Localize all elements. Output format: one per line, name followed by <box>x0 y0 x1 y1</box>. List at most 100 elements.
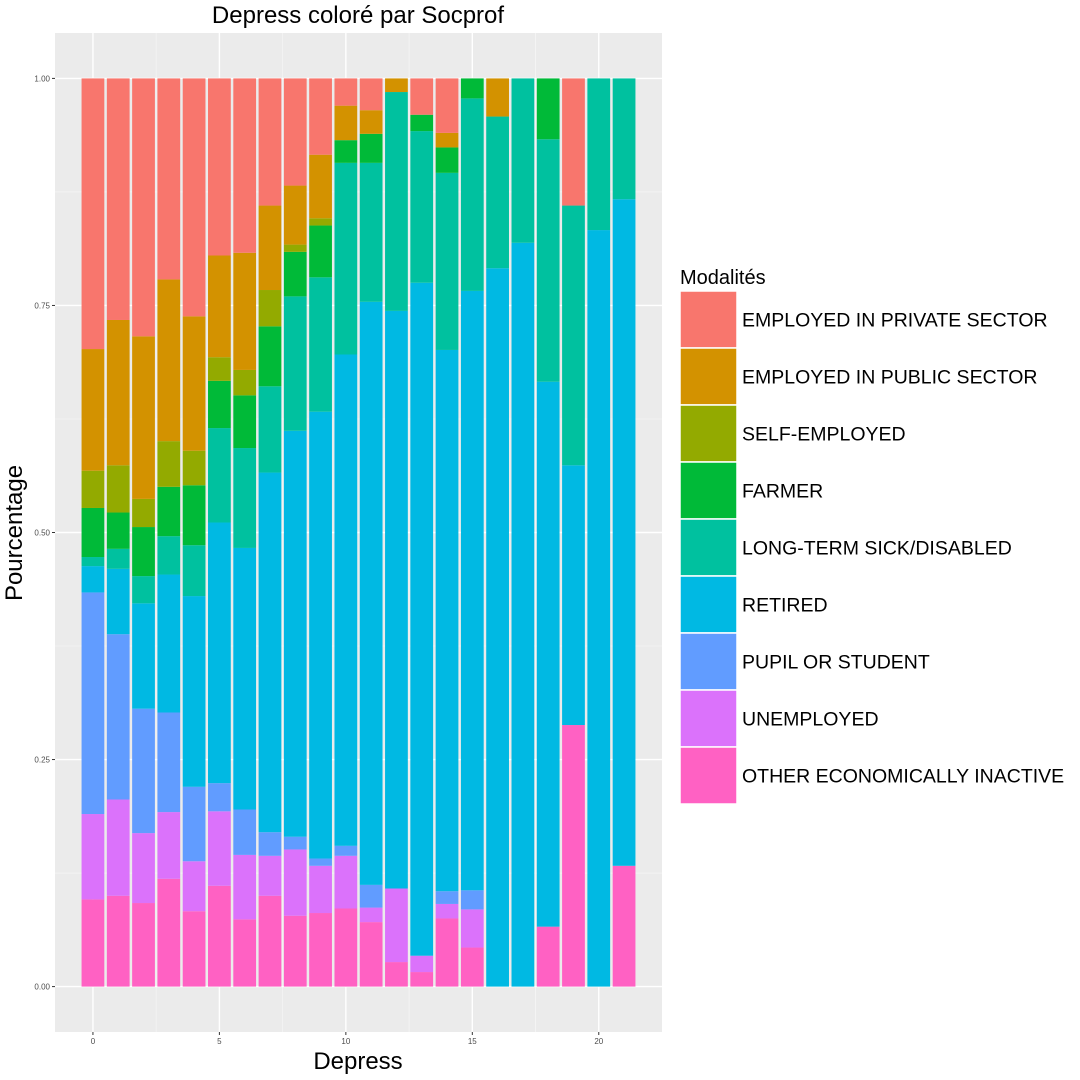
bar-segment <box>208 255 231 358</box>
x-tick-label: 0 <box>91 1037 96 1046</box>
bar-segment <box>309 78 332 155</box>
bar-segment <box>182 450 206 486</box>
bar-segment <box>233 369 257 396</box>
legend-key <box>679 461 738 520</box>
bar-segment <box>157 279 181 442</box>
bar-segment <box>233 919 257 987</box>
bar-segment <box>157 536 181 575</box>
bar-segment <box>334 140 358 163</box>
bar-segment <box>435 172 459 350</box>
bar-segment <box>460 909 484 948</box>
bar-segment <box>511 242 535 987</box>
bar-segment <box>182 786 206 862</box>
bar-segment <box>410 78 434 115</box>
y-tick-label: 0.50 <box>34 529 50 538</box>
bar-segment <box>106 319 130 466</box>
bar-segment <box>81 899 105 987</box>
x-tick-label: 10 <box>341 1037 350 1046</box>
bar-segment <box>106 548 130 569</box>
bar-segment <box>612 865 636 987</box>
bar-segment <box>359 922 383 987</box>
legend-label: PUPIL OR STUDENT <box>742 652 930 674</box>
bar-segment <box>157 574 181 713</box>
bar-segment <box>385 92 408 311</box>
bar-segment <box>132 603 155 709</box>
legend-label: RETIRED <box>742 595 828 617</box>
bar-segment <box>410 955 434 973</box>
bar-segment <box>81 557 105 567</box>
bar-segment <box>132 833 155 904</box>
bar-segment <box>182 485 206 546</box>
bar-segment <box>233 252 257 370</box>
legend-key <box>679 632 738 691</box>
bar-segment <box>334 78 358 106</box>
bar-segment <box>587 230 611 987</box>
legend-key <box>679 518 738 577</box>
bar-segment <box>612 78 636 200</box>
bar-segment <box>309 913 332 987</box>
bar-segment <box>309 858 332 866</box>
bar-segment <box>208 811 231 886</box>
bars <box>81 78 636 987</box>
bar-segment <box>132 527 155 577</box>
bar-segment <box>208 522 231 784</box>
x-tick-label: 5 <box>217 1037 222 1046</box>
bar-segment <box>309 218 332 226</box>
bar-segment <box>106 568 130 635</box>
bar-segment <box>283 915 307 987</box>
bar-segment <box>106 465 130 513</box>
bar-segment <box>562 725 585 987</box>
bar-segment <box>359 301 383 885</box>
bar-segment <box>106 895 130 987</box>
bar-segment <box>359 907 383 923</box>
bar-segment <box>81 814 105 900</box>
bar-segment <box>132 336 155 499</box>
bar-segment <box>233 395 257 449</box>
legend-key <box>679 689 738 748</box>
bar-segment <box>460 78 484 99</box>
bar-segment <box>81 78 105 350</box>
bar-segment <box>233 448 257 548</box>
legend-label: EMPLOYED IN PRIVATE SECTOR <box>742 310 1048 332</box>
bar-segment <box>435 78 459 133</box>
bar-segment <box>359 110 383 134</box>
bar-segment <box>258 205 282 291</box>
bar-segment <box>157 441 181 487</box>
bar-segment <box>283 836 307 850</box>
bar-segment <box>460 947 484 987</box>
bar-segment <box>309 411 332 859</box>
bar-segment <box>334 162 358 355</box>
bar-segment <box>410 114 434 132</box>
bar-segment <box>182 316 206 451</box>
legend-label: FARMER <box>742 481 823 503</box>
bar-segment <box>385 888 408 963</box>
bar-segment <box>258 472 282 833</box>
bar-segment <box>106 799 130 896</box>
bar-segment <box>106 78 130 320</box>
y-tick-label: 0.00 <box>34 983 50 992</box>
bar-segment <box>562 78 585 206</box>
bar-segment <box>511 78 535 243</box>
bar-segment <box>233 809 257 855</box>
bar-segment <box>334 908 358 987</box>
y-tick-label: 0.25 <box>34 756 50 765</box>
bar-segment <box>435 918 459 987</box>
bar-segment <box>157 712 181 813</box>
bar-segment <box>486 78 509 117</box>
bar-segment <box>309 225 332 278</box>
x-axis-title: Depress <box>313 1048 402 1075</box>
bar-segment <box>359 162 383 302</box>
legend-key <box>679 404 738 463</box>
y-tick-label: 1.00 <box>34 74 50 83</box>
bar-segment <box>435 891 459 904</box>
bar-segment <box>359 884 383 908</box>
bar-segment <box>258 78 282 206</box>
y-tick-label: 0.75 <box>34 301 50 310</box>
bar-segment <box>258 326 282 387</box>
bar-segment <box>233 854 257 920</box>
bar-segment <box>208 783 231 812</box>
y-axis-title: Pourcentage <box>1 465 28 601</box>
bar-segment <box>309 154 332 219</box>
bar-segment <box>208 428 231 523</box>
